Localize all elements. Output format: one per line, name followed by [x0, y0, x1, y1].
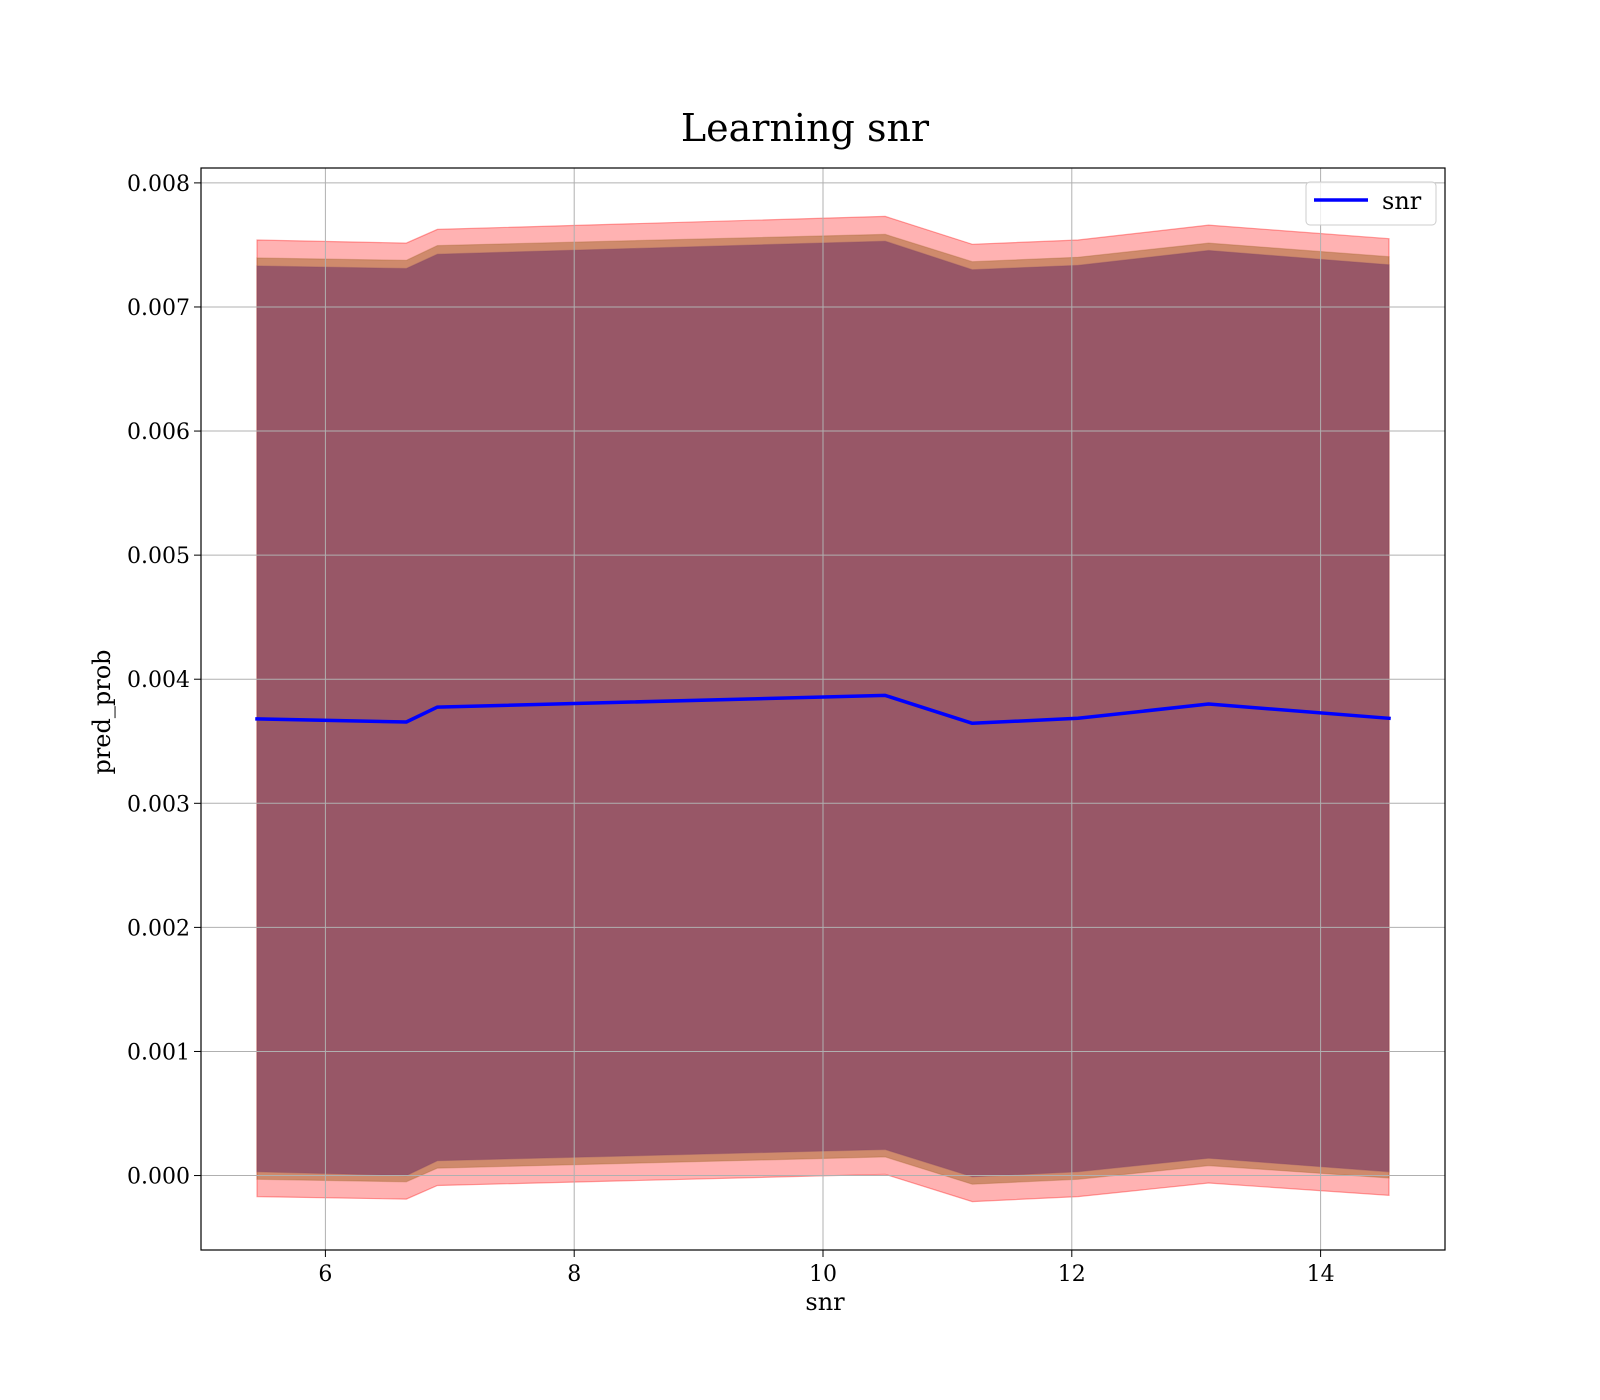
x-tick-label: 8	[567, 1262, 581, 1287]
x-tick-label: 10	[809, 1262, 837, 1287]
legend-label: snr	[1382, 187, 1422, 215]
y-tick-label: 0.008	[127, 172, 190, 197]
x-axis-label: snr	[805, 1288, 845, 1316]
y-tick-label: 0.005	[127, 544, 190, 569]
y-tick-label: 0.002	[127, 916, 190, 941]
series-line-snr	[255, 693, 1391, 726]
legend-box	[1305, 181, 1437, 226]
y-tick-label: 0.001	[127, 1040, 190, 1065]
y-tick-label: 0.003	[127, 792, 190, 817]
y-axis-ticks: 0.000 0.001 0.002 0.003 0.004 0.005 0.006 0.007…	[127, 172, 201, 1190]
y-axis-label: pred_prob	[88, 649, 116, 774]
y-tick-label: 0.006	[127, 420, 190, 445]
x-tick-label: 12	[1058, 1262, 1086, 1287]
chart-title: Learning snr	[681, 106, 930, 150]
y-tick-label: 0.007	[127, 296, 190, 321]
y-tick-label: 0.000	[127, 1165, 190, 1190]
grid-lines	[201, 168, 1445, 1250]
x-axis-ticks: 6 8 10 12 14	[318, 1250, 1335, 1287]
series-lines	[255, 693, 1391, 726]
x-tick-label: 14	[1307, 1262, 1335, 1287]
x-tick-label: 6	[318, 1262, 332, 1287]
y-tick-label: 0.004	[127, 668, 190, 693]
legend: snr	[1305, 181, 1437, 226]
